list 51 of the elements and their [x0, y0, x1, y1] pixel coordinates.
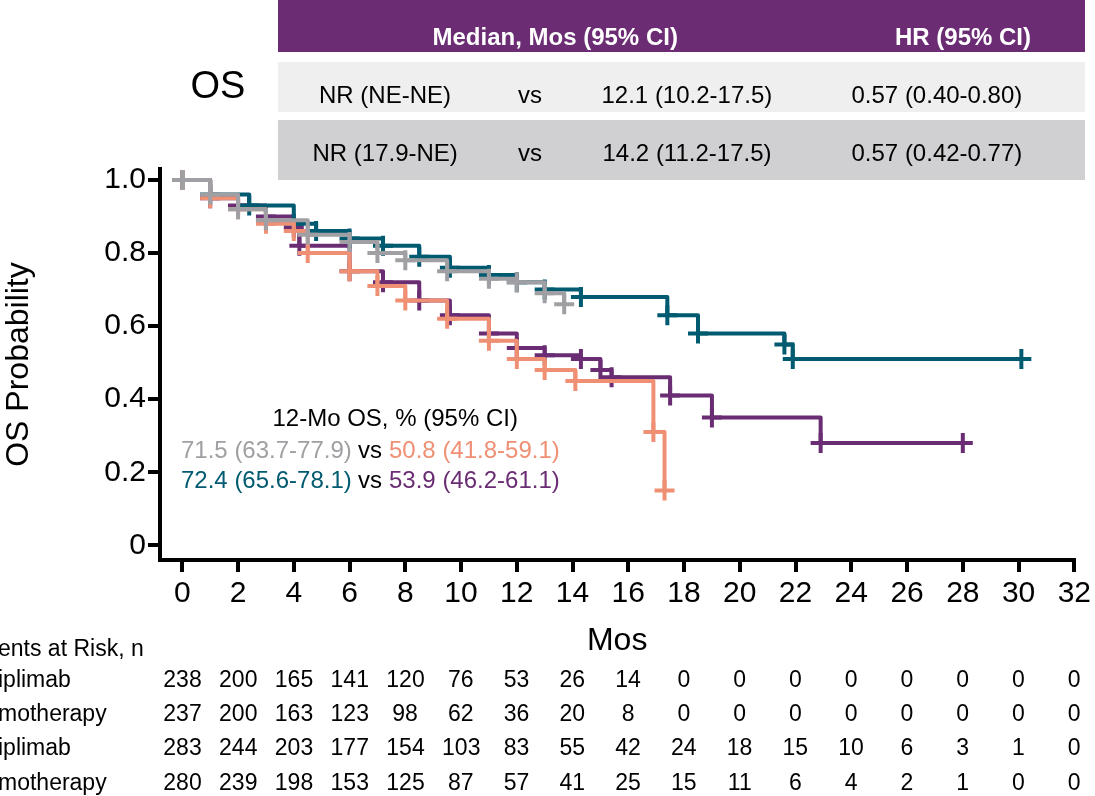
annotation: 71.5 (63.7-77.9)	[181, 436, 352, 463]
x-tick-label: 30	[1001, 575, 1036, 609]
x-axis-title: Mos	[586, 620, 648, 657]
text: iplimab	[0, 733, 71, 760]
x-tick-label: 2	[229, 575, 247, 609]
text: OS	[190, 64, 246, 106]
text: 12.1 (10.2-17.5)	[601, 81, 773, 108]
x-tick-label: 12	[500, 575, 534, 609]
y-tick-label: 0	[129, 526, 146, 560]
x-tick-label: 20	[723, 575, 757, 609]
text: 238 200 165 141 120 76 53 26 14 0 0 0 0 0 0 0 0	[163, 665, 1081, 692]
x-tick-label: 10	[444, 575, 478, 609]
x-tick-label: 26	[890, 575, 924, 609]
x-tick-label: 6	[341, 575, 358, 609]
text: 283 244 203 177 154 103 83 55 42 24 18 15 10 6 3 1 0	[163, 733, 1081, 760]
annotation: vs	[358, 466, 382, 493]
annotation: 53.9 (46.2-61.1)	[389, 466, 560, 493]
x-tick-label: 18	[667, 575, 701, 609]
text: vs	[518, 139, 542, 166]
annotation: 12-Mo OS, % (95% CI)	[272, 404, 518, 431]
y-tick-label: 0.6	[104, 307, 146, 341]
y-tick-label: 0.2	[104, 453, 146, 487]
text: NR (17.9-NE)	[312, 139, 458, 166]
text: iplimab	[0, 665, 71, 692]
y-tick-label: 0.8	[104, 234, 146, 268]
x-tick-label: 32	[1057, 575, 1091, 609]
x-tick-label: 14	[555, 575, 590, 609]
x-tick-label: 24	[834, 575, 868, 609]
y-tick-label: 1.0	[104, 161, 146, 195]
y-axis-title: OS Probability	[0, 262, 36, 467]
y-tick-label: 0.4	[104, 380, 146, 414]
annotation: 72.4 (65.6-78.1)	[181, 466, 352, 493]
text: 0.57 (0.42-0.77)	[851, 139, 1023, 166]
annotation: 50.8 (41.8-59.1)	[389, 436, 560, 463]
text: motherapy	[0, 699, 107, 726]
text: HR (95% CI)	[895, 23, 1032, 50]
text: 14.2 (11.2-17.5)	[602, 139, 772, 166]
text: vs	[518, 81, 542, 108]
x-tick-label: 22	[778, 575, 813, 609]
text: Median, Mos (95% CI)	[432, 23, 678, 50]
text: 237 200 163 123 98 62 36 20 8 0 0 0 0 0 0 0 0	[163, 699, 1081, 726]
x-tick-label: 8	[396, 575, 414, 609]
x-tick-label: 4	[285, 575, 303, 609]
x-tick-label: 16	[611, 575, 645, 609]
annotation: vs	[358, 436, 382, 463]
text: motherapy	[0, 768, 107, 795]
text: 0.57 (0.40-0.80)	[851, 81, 1023, 108]
x-tick-label: 0	[173, 575, 191, 609]
text: NR (NE-NE)	[319, 81, 451, 108]
x-tick-label: 28	[946, 575, 980, 609]
text: 280 239 198 153 125 87 57 41 25 15 11 6 4 2 1 0 0	[163, 768, 1081, 795]
